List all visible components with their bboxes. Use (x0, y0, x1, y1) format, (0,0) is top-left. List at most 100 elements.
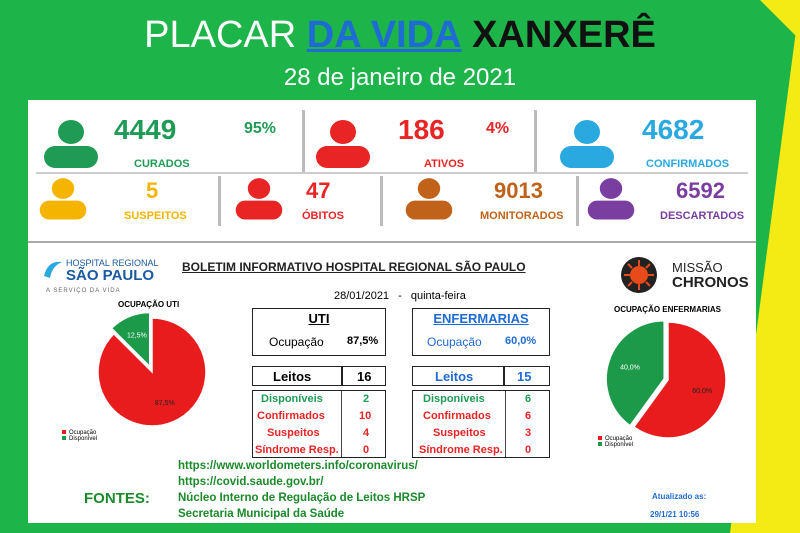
enf-legend-disponivel: Disponível (605, 442, 633, 448)
uti-occupancy-value: 87,5% (347, 335, 378, 347)
page-date: 28 de janeiro de 2021 (0, 64, 800, 92)
curados-label: CURADOS (134, 158, 190, 170)
uti-occupancy-label: Ocupação (269, 335, 324, 349)
title-part-xanxere: XANXERÊ (472, 14, 656, 56)
uti-title: UTI (253, 311, 385, 326)
ativos-label: ATIVOS (424, 158, 464, 170)
cell-divider (341, 391, 342, 457)
confirmados-label: CONFIRMADOS (646, 158, 729, 170)
divider (218, 176, 221, 226)
missao-chronos-logo: MISSÃO CHRONOS (620, 254, 750, 298)
curados-percent: 95% (244, 120, 276, 138)
obitos-value: 47 (306, 178, 330, 204)
uti-chart-title: OCUPAÇÃO UTI (118, 300, 179, 309)
legend-swatch-disponivel (62, 436, 66, 440)
hospital-logo: HOSPITAL REGIONAL SÃO PAULO A SERVIÇO DA… (42, 258, 152, 302)
person-icon-obitos (234, 176, 284, 220)
enf-confirmados-label: Confirmados (423, 410, 491, 422)
divider (534, 110, 537, 172)
updated-value: 29/1/21 10:56 (650, 510, 699, 519)
enfermarias-legend: Ocupação Disponível (598, 436, 633, 448)
person-icon-ativos (314, 118, 372, 168)
enf-slice-label-ocupacao: 60,0% (692, 388, 712, 395)
page-title: PLACAR DA VIDA XANXERÊ (0, 10, 800, 60)
uti-sindrome-label: Síndrome Resp. (255, 444, 339, 456)
monitorados-value: 9013 (494, 178, 543, 204)
row-divider (36, 172, 748, 174)
cell-divider (341, 367, 343, 385)
source-secretaria-saude: Secretaria Municipal da Saúde (178, 508, 344, 520)
hospital-logo-tagline: A SERVIÇO DA VIDA (46, 288, 121, 294)
enfermarias-occupancy-box: ENFERMARIAS Ocupação 60,0% (412, 308, 550, 356)
bulletin-title: BOLETIM INFORMATIVO HOSPITAL REGIONAL SÃ… (182, 260, 526, 274)
enfermarias-leitos-label: Leitos (435, 369, 473, 384)
ativos-percent: 4% (486, 120, 509, 138)
source-nucleo-regulacao: Núcleo Interno de Regulação de Leitos HR… (178, 492, 425, 504)
bulletin-date: 28/01/2021 - quinta-feira (334, 290, 466, 302)
uti-slice-ocupacao (98, 318, 206, 426)
uti-confirmados-value: 10 (359, 410, 371, 422)
cell-divider (505, 391, 506, 457)
source-link-covid-saude[interactable]: https://covid.saude.gov.br/ (178, 476, 323, 488)
person-icon-monitorados (404, 176, 454, 220)
legend-swatch-ocupacao (62, 430, 66, 434)
virus-icon (620, 256, 658, 294)
enfermarias-pie-chart: 40,0% 60,0% (590, 318, 740, 443)
enf-suspeitos-label: Suspeitos (433, 427, 486, 439)
enf-confirmados-value: 6 (525, 410, 531, 422)
enf-sindrome-label: Síndrome Resp. (419, 444, 503, 456)
hospital-logo-icon (42, 258, 64, 282)
enf-suspeitos-value: 3 (525, 427, 531, 439)
uti-detail-table: Disponíveis 2 Confirmados 10 Suspeitos 4… (252, 390, 386, 458)
scoreboard-panel: 4449 95% CURADOS 186 4% ATIVOS 4682 CONF… (28, 100, 756, 523)
uti-suspeitos-value: 4 (363, 427, 369, 439)
person-icon-curados (42, 118, 100, 168)
uti-disponiveis-value: 2 (363, 393, 369, 405)
uti-legend-disponivel: Disponível (69, 436, 97, 442)
curados-value: 4449 (114, 114, 176, 146)
divider (576, 176, 579, 226)
hospital-logo-line2: SÃO PAULO (66, 267, 154, 284)
uti-leitos-label: Leitos (273, 369, 311, 384)
chronos-label: CHRONOS (672, 274, 749, 291)
ativos-value: 186 (398, 114, 445, 146)
bulletin-weekday: quinta-feira (411, 290, 466, 302)
legend-swatch-disponivel (598, 442, 602, 446)
enfermarias-leitos-value: 15 (517, 369, 531, 384)
enfermarias-leitos-box: Leitos 15 (412, 366, 550, 386)
title-part-da-vida: DA VIDA (307, 14, 462, 56)
uti-slice-label-ocupacao: 87,5% (155, 400, 175, 407)
source-link-worldometers[interactable]: https://www.worldometers.info/coronaviru… (178, 460, 418, 472)
updated-label: Atualizado as: (652, 492, 706, 501)
divider (380, 176, 383, 226)
enfermarias-occupancy-value: 60,0% (505, 335, 536, 347)
uti-leitos-box: Leitos 16 (252, 366, 386, 386)
uti-occupancy-box: UTI Ocupação 87,5% (252, 308, 386, 356)
person-icon-descartados (586, 176, 636, 220)
uti-sindrome-value: 0 (363, 444, 369, 456)
uti-confirmados-label: Confirmados (257, 410, 325, 422)
monitorados-label: MONITORADOS (480, 210, 564, 222)
divider (302, 110, 305, 172)
enf-sindrome-value: 0 (525, 444, 531, 456)
enfermarias-occupancy-label: Ocupação (427, 335, 482, 349)
fontes-label: FONTES: (84, 490, 150, 507)
uti-legend: Ocupação Disponível (62, 430, 97, 442)
missao-label: MISSÃO (672, 260, 723, 275)
uti-leitos-value: 16 (357, 369, 371, 384)
enf-disponiveis-label: Disponíveis (423, 393, 485, 405)
descartados-value: 6592 (676, 178, 725, 204)
confirmados-value: 4682 (642, 114, 704, 146)
cell-divider (503, 367, 505, 385)
suspeitos-value: 5 (146, 178, 158, 204)
suspeitos-label: SUSPEITOS (124, 210, 187, 222)
section-divider (28, 241, 756, 243)
descartados-label: DESCARTADOS (660, 210, 744, 222)
uti-pie-chart: 12,5%87,5% (80, 310, 220, 430)
enf-disponiveis-value: 6 (525, 393, 531, 405)
uti-disponiveis-label: Disponíveis (261, 393, 323, 405)
enfermarias-chart-title: OCUPAÇÃO ENFERMARIAS (614, 305, 721, 314)
title-part-placar: PLACAR (144, 14, 296, 56)
enfermarias-detail-table: Disponíveis 6 Confirmados 6 Suspeitos 3 … (412, 390, 550, 458)
